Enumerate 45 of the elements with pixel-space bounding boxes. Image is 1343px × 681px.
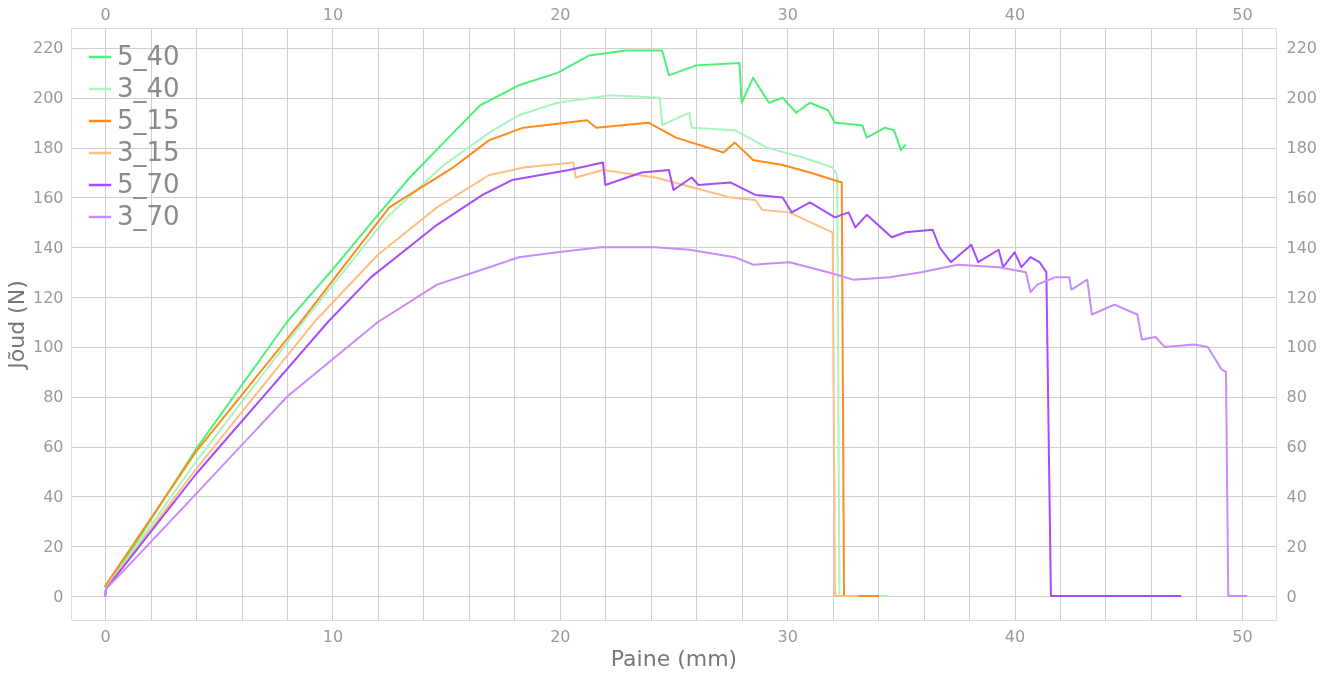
y2-tick-label: 100 (1286, 337, 1318, 357)
x-tick-label: 0 (100, 4, 111, 24)
y2-tick-label: 160 (1286, 187, 1318, 207)
legend-label: 5_40 (117, 41, 180, 71)
x2-tick-label: 40 (1004, 626, 1026, 646)
y-tick-label: 120 (32, 287, 64, 307)
y2-tick-label: 60 (1286, 437, 1307, 457)
y-tick-label: 200 (32, 88, 64, 108)
y-tick-label: 220 (32, 38, 64, 58)
legend-label: 5_70 (117, 169, 180, 199)
y-tick-label: 180 (32, 138, 64, 158)
y2-tick-label: 140 (1286, 237, 1318, 257)
y-tick-label: 40 (43, 486, 64, 506)
x2-tick-label: 10 (322, 626, 344, 646)
x2-tick-label: 50 (1232, 626, 1253, 646)
x2-tick-label: 30 (777, 626, 798, 646)
y2-tick-label: 200 (1286, 88, 1318, 108)
y2-tick-label: 80 (1286, 387, 1307, 407)
y-tick-label: 140 (32, 237, 64, 257)
y-tick-label: 160 (32, 187, 64, 207)
x-tick-label: 10 (322, 4, 344, 24)
y2-tick-label: 220 (1286, 38, 1318, 58)
y-tick-label: 0 (53, 586, 64, 606)
legend-label: 3_40 (117, 73, 180, 103)
x2-tick-label: 0 (100, 626, 111, 646)
y-tick-label: 80 (43, 387, 64, 407)
y-tick-label: 100 (32, 337, 64, 357)
legend-label: 3_15 (117, 137, 180, 167)
y2-tick-label: 180 (1286, 138, 1318, 158)
y-tick-label: 20 (43, 536, 64, 556)
x-axis-title: Paine (mm) (610, 645, 738, 671)
y2-tick-label: 40 (1286, 486, 1307, 506)
y-axis-title: Jõud (N) (3, 280, 29, 371)
x-tick-label: 30 (777, 4, 798, 24)
y-tick-label: 60 (43, 437, 64, 457)
y2-tick-label: 120 (1286, 287, 1318, 307)
y2-tick-label: 0 (1286, 586, 1297, 606)
x-tick-label: 40 (1004, 4, 1026, 24)
x-tick-label: 50 (1232, 4, 1253, 24)
x-tick-label: 20 (550, 4, 571, 24)
line-series (104, 246, 1248, 598)
legend-label: 5_15 (117, 105, 180, 135)
legend-label: 3_70 (117, 201, 180, 231)
x2-tick-label: 20 (550, 626, 571, 646)
y2-tick-label: 20 (1286, 536, 1307, 556)
